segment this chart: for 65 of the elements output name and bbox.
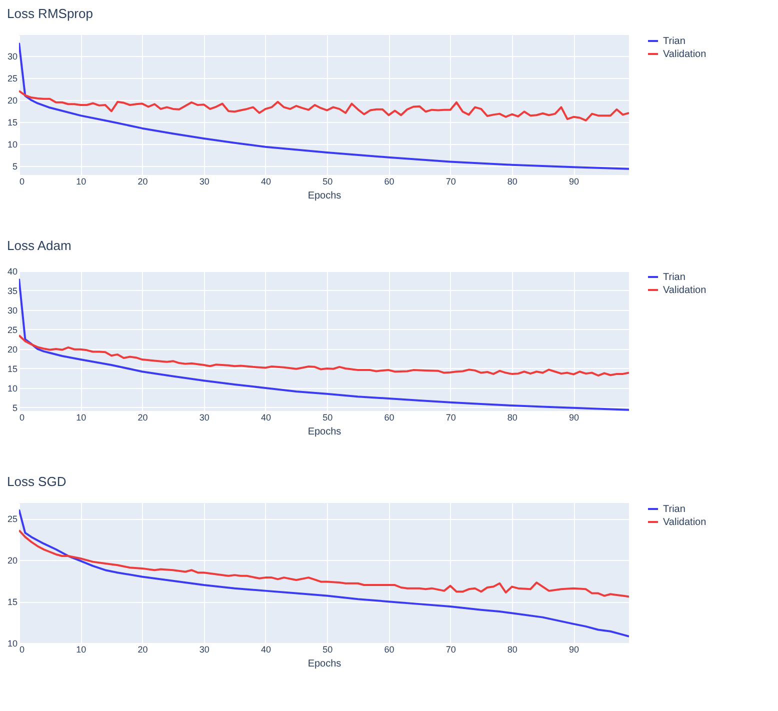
x-tick-label: 70 xyxy=(446,644,456,654)
x-tick-label: 80 xyxy=(507,412,518,422)
x-tick-label: 30 xyxy=(199,644,210,654)
y-tick-label: 15 xyxy=(7,118,18,128)
y-tick-label: 30 xyxy=(7,52,18,62)
y-tick-label: 5 xyxy=(12,402,18,413)
x-tick-label: 20 xyxy=(138,644,148,654)
y-tick-label: 10 xyxy=(7,140,18,150)
line-series xyxy=(19,42,629,170)
x-tick-label: 40 xyxy=(260,412,271,422)
line-series xyxy=(19,90,629,122)
x-tick-label: 0 xyxy=(20,644,25,654)
line-series xyxy=(19,278,629,411)
y-tick-label: 35 xyxy=(7,286,18,296)
y-tick-label: 20 xyxy=(7,96,18,106)
y-tick-label: 40 xyxy=(7,266,18,276)
x-tick-label: 50 xyxy=(322,644,333,654)
line-series xyxy=(19,508,629,638)
x-tick-label: 30 xyxy=(199,412,210,422)
y-tick-label: 25 xyxy=(7,324,18,335)
x-tick-label: 50 xyxy=(322,176,333,186)
y-tick-label: 5 xyxy=(12,162,18,172)
legend-label: Trian xyxy=(663,504,686,515)
x-tick-label: 20 xyxy=(138,176,148,186)
y-tick-label: 30 xyxy=(7,305,18,316)
y-tick-label: 25 xyxy=(7,514,18,524)
chart-title: Loss Adam xyxy=(6,238,72,253)
x-tick-label: 30 xyxy=(199,176,210,186)
x-tick-label: 60 xyxy=(384,176,394,186)
x-tick-label: 20 xyxy=(138,412,148,422)
y-tick-label: 25 xyxy=(7,74,18,84)
line-series xyxy=(19,334,629,377)
y-tick-label: 15 xyxy=(7,364,18,374)
x-tick-label: 70 xyxy=(446,412,456,422)
x-tick-label: 10 xyxy=(76,644,86,654)
x-tick-label: 80 xyxy=(507,176,518,186)
x-tick-label: 0 xyxy=(20,176,25,186)
x-tick-label: 90 xyxy=(569,644,580,654)
x-axis-title: Epochs xyxy=(308,426,342,438)
x-tick-label: 60 xyxy=(384,644,394,654)
legend-label: Validation xyxy=(663,49,706,60)
y-tick-label: 10 xyxy=(7,383,18,394)
x-tick-label: 60 xyxy=(384,412,394,422)
chart-title: Loss SGD xyxy=(6,474,66,489)
x-tick-label: 40 xyxy=(260,644,271,654)
x-tick-label: 10 xyxy=(76,412,86,422)
x-tick-label: 80 xyxy=(507,644,518,654)
legend-label: Trian xyxy=(663,36,686,47)
y-tick-label: 20 xyxy=(7,344,18,354)
legend-label: Trian xyxy=(663,272,686,283)
x-axis-title: Epochs xyxy=(308,190,342,202)
y-tick-label: 15 xyxy=(7,597,18,608)
x-tick-label: 0 xyxy=(20,412,25,422)
line-series xyxy=(19,529,629,598)
legend-label: Validation xyxy=(663,517,706,528)
x-tick-label: 90 xyxy=(569,412,580,422)
x-tick-label: 40 xyxy=(260,176,271,186)
x-tick-label: 90 xyxy=(569,176,580,186)
chart-title: Loss RMSprop xyxy=(6,6,93,21)
x-tick-label: 70 xyxy=(446,176,456,186)
legend-label: Validation xyxy=(663,285,706,296)
x-tick-label: 50 xyxy=(322,412,333,422)
y-tick-label: 20 xyxy=(7,556,18,566)
x-axis-title: Epochs xyxy=(308,658,342,670)
x-tick-label: 10 xyxy=(76,176,86,186)
